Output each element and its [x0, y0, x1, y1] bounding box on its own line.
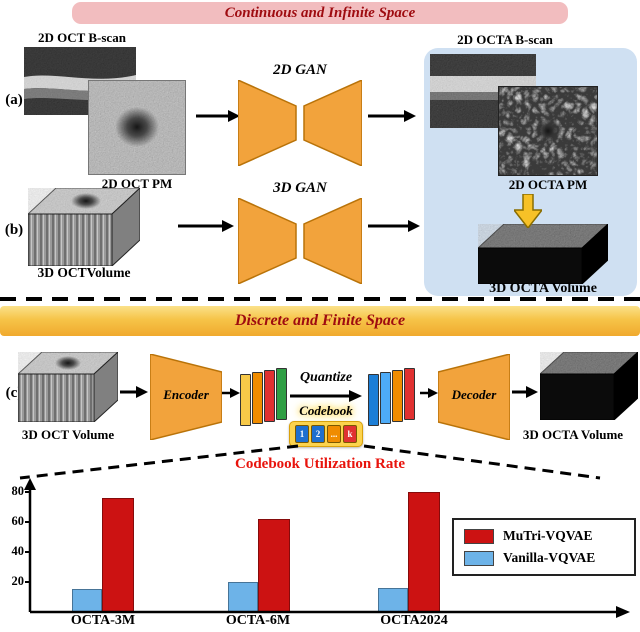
token-bar — [380, 372, 391, 424]
encoder-tokens — [240, 366, 290, 426]
banner-discrete-label: Discrete and Finite Space — [234, 312, 406, 329]
legend-row-vanilla: Vanilla-VQVAE — [464, 550, 624, 566]
token-bar — [252, 372, 263, 424]
token-bar — [264, 370, 275, 422]
banner-discrete-space: Discrete and Finite Space — [0, 306, 640, 336]
oct-volume-label-c: 3D OCT Volume — [21, 427, 115, 442]
decoder-tokens — [368, 366, 418, 426]
xcat-octa-3m: OCTA-3M — [70, 613, 136, 628]
legend-row-mutri: MuTri-VQVAE — [464, 528, 624, 544]
legend-swatch-mutri — [464, 528, 494, 544]
oct-volume-image-b — [28, 188, 140, 266]
dashed-divider — [0, 297, 640, 301]
token-bar — [368, 374, 379, 426]
octa-volume-image-c — [540, 352, 638, 420]
encoder-shape — [150, 354, 222, 440]
ytick-40: 40 — [11, 544, 25, 558]
quantize-arrow-icon — [290, 390, 362, 402]
arrow-a1-icon — [196, 110, 240, 122]
banner-continuous-space: Continuous and Infinite Space — [72, 2, 568, 24]
gan-2d-label: 2D GAN — [273, 62, 327, 78]
legend-swatch-vanilla — [464, 550, 494, 566]
arrow-c4-icon — [512, 386, 538, 398]
codebook-token: 1 — [295, 425, 309, 443]
codebook-token: 2 — [311, 425, 325, 443]
octa-pm-label: 2D OCTA PM — [508, 177, 588, 192]
ytick-60: 60 — [11, 514, 25, 528]
octa-volume-image-b — [478, 224, 608, 284]
down-block-arrow-icon — [514, 194, 542, 228]
gan-2d-shape — [238, 80, 362, 166]
bar-Vanilla-VQVAE-OCTA2024 — [378, 588, 408, 612]
codebook-label: Codebook — [299, 403, 353, 418]
octa-volume-label-c: 3D OCTA Volume — [522, 427, 624, 442]
codebook-box: 1 2... k — [289, 421, 363, 447]
row-b-tag: (b) — [4, 222, 24, 238]
token-bar — [240, 374, 251, 426]
decoder-label: Decoder — [451, 387, 497, 402]
arrow-a2-icon — [368, 110, 416, 122]
ytick-20: 20 — [11, 574, 25, 588]
arrow-b1-icon — [178, 220, 234, 232]
octa-bscan-label: 2D OCTA B-scan — [457, 32, 553, 47]
xcat-octa-6m: OCTA-6M — [225, 613, 291, 628]
bar-MuTri-VQVAE-OCTA-6M — [258, 519, 290, 612]
oct-volume-image-c — [18, 352, 118, 422]
gan-3d-label: 3D GAN — [273, 180, 327, 196]
xcat-octa2024: OCTA2024 — [380, 613, 448, 628]
oct-bscan-label: 2D OCT B-scan — [38, 30, 126, 45]
codebook-token: ... — [327, 425, 341, 443]
chart-title: Codebook Utilization Rate — [235, 456, 405, 472]
quantize-label: Quantize — [299, 370, 353, 385]
token-bar — [276, 368, 287, 420]
oct-pm-image — [88, 80, 186, 175]
encoder-label: Encoder — [163, 387, 209, 402]
arrow-c3-icon — [420, 388, 438, 398]
bar-MuTri-VQVAE-OCTA2024 — [408, 492, 440, 612]
gan-3d-shape — [238, 198, 362, 284]
octa-pm-image — [498, 86, 598, 176]
funnel-dashes — [19, 444, 601, 480]
arrow-b2-icon — [368, 220, 420, 232]
arrow-c1-icon — [120, 386, 148, 398]
row-a-tag: (a) — [5, 92, 23, 108]
bar-MuTri-VQVAE-OCTA-3M — [102, 498, 134, 612]
octa-volume-label-b: 3D OCTA Volume — [489, 281, 597, 296]
oct-pm-label: 2D OCT PM — [101, 176, 173, 191]
token-bar — [392, 370, 403, 422]
legend-label-vanilla: Vanilla-VQVAE — [503, 550, 596, 565]
chart-legend: MuTri-VQVAE Vanilla-VQVAE — [452, 518, 636, 576]
arrow-c2-icon — [222, 388, 240, 398]
chart-axes — [24, 478, 630, 618]
codebook-token: k — [343, 425, 357, 443]
ytick-80: 80 — [11, 484, 25, 498]
legend-label-mutri: MuTri-VQVAE — [503, 528, 593, 543]
oct-volume-label-b: 3D OCTVolume — [37, 265, 131, 280]
decoder-shape — [438, 354, 510, 440]
banner-continuous-label: Continuous and Infinite Space — [224, 4, 416, 21]
token-bar — [404, 368, 415, 420]
